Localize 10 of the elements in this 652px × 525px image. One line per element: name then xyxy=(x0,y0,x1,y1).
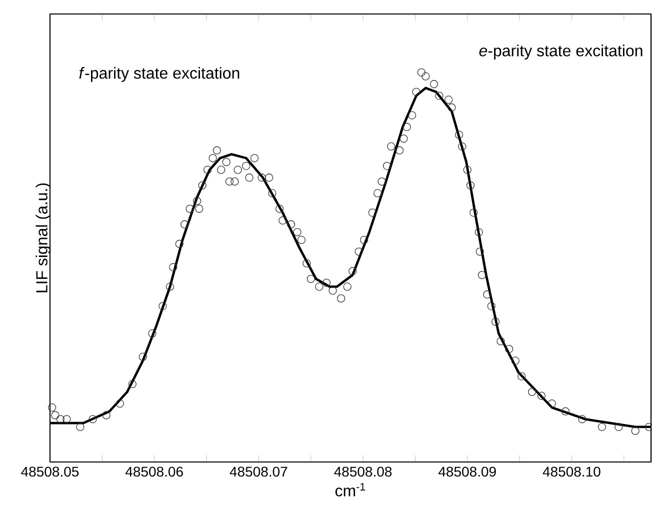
x-tick-label: 48508.05 xyxy=(21,466,79,477)
x-tick-label: 48508.09 xyxy=(438,466,496,477)
annotation: f-parity state excitation xyxy=(79,67,240,82)
text: e-parity state excitation xyxy=(479,44,642,60)
x-tick-label: 48508.06 xyxy=(125,466,183,477)
x-tick-label: 48508.07 xyxy=(230,466,288,477)
x-tick-label: 48508.08 xyxy=(334,466,392,477)
y-axis-title: LIF signal (a.u.) xyxy=(36,183,51,292)
x-tick-label: 48508.10 xyxy=(542,466,600,477)
x-axis-title: cm$^{-1}$ xyxy=(335,483,366,496)
